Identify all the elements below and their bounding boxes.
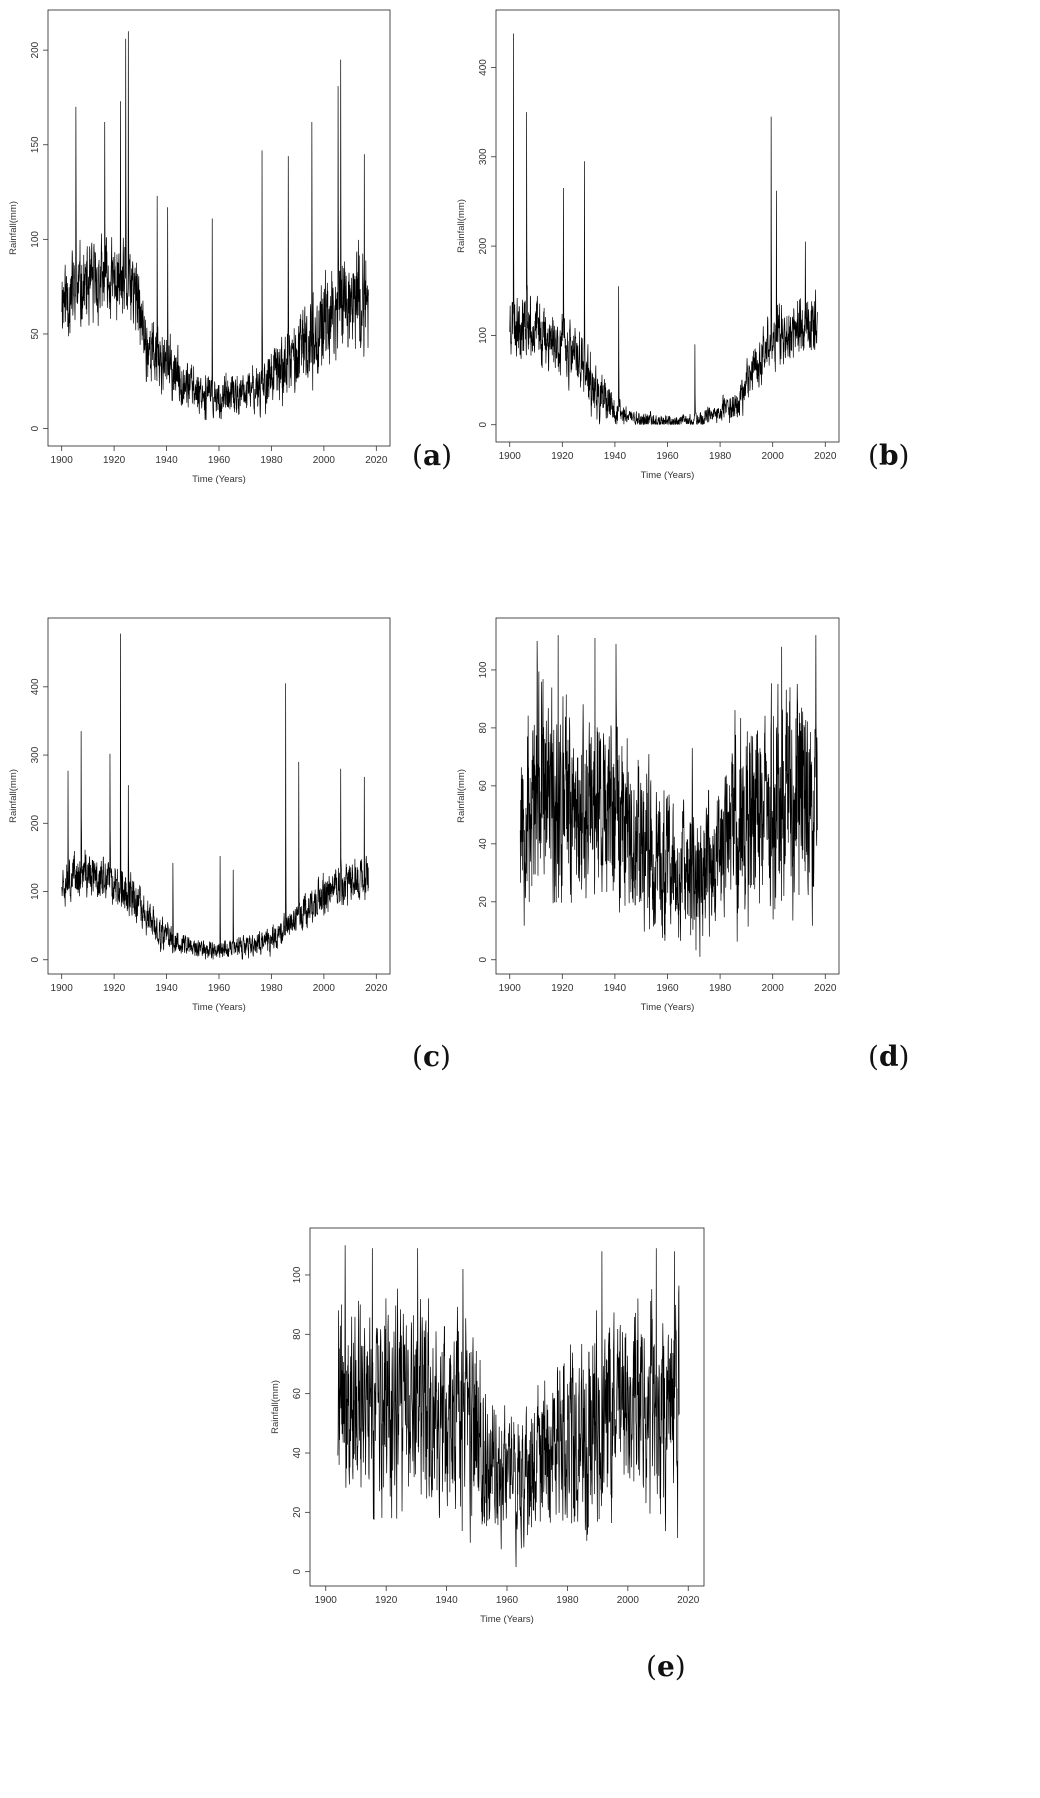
x-tick-label: 2020 <box>814 983 837 994</box>
x-tick-label: 1900 <box>499 451 522 462</box>
x-tick-label: 2000 <box>313 983 336 994</box>
y-tick-label: 200 <box>478 237 489 254</box>
y-tick-label: 0 <box>292 1568 303 1574</box>
x-axis-label: Time (Years) <box>192 1002 246 1013</box>
x-tick-label: 2000 <box>617 1595 640 1606</box>
panel-letter-a: (a) <box>412 439 452 472</box>
x-tick-label: 2000 <box>313 455 336 466</box>
y-axis-label: Rainfall(mm) <box>8 201 19 255</box>
y-tick-label: 0 <box>478 422 489 428</box>
y-tick-label: 50 <box>30 328 41 340</box>
panel-letter-d: (d) <box>868 1040 909 1073</box>
y-tick-label: 60 <box>292 1388 303 1400</box>
y-tick-label: 40 <box>292 1447 303 1459</box>
y-tick-label: 150 <box>30 136 41 153</box>
x-tick-label: 1980 <box>556 1595 579 1606</box>
x-tick-label: 1940 <box>155 983 178 994</box>
x-tick-label: 1920 <box>551 451 574 462</box>
x-tick-label: 1920 <box>375 1595 398 1606</box>
y-tick-label: 40 <box>478 838 489 850</box>
x-tick-label: 1920 <box>103 455 126 466</box>
y-tick-label: 300 <box>478 148 489 165</box>
x-tick-label: 1980 <box>260 983 283 994</box>
panel-letter-b: (b) <box>868 439 909 472</box>
panel-letter-e: (e) <box>646 1650 686 1683</box>
y-axis-label: Rainfall(mm) <box>8 769 19 823</box>
x-tick-label: 1940 <box>604 983 627 994</box>
series-line <box>337 1245 680 1568</box>
y-tick-label: 100 <box>478 661 489 678</box>
panel-letter-c: (c) <box>412 1040 451 1073</box>
x-tick-label: 1940 <box>435 1595 458 1606</box>
y-tick-label: 100 <box>478 327 489 344</box>
x-tick-label: 2020 <box>365 455 388 466</box>
y-tick-label: 200 <box>30 41 41 58</box>
x-tick-label: 1900 <box>499 983 522 994</box>
y-tick-label: 400 <box>478 59 489 76</box>
x-tick-label: 1900 <box>315 1595 338 1606</box>
x-tick-label: 1940 <box>155 455 178 466</box>
y-axis-label: Rainfall(mm) <box>456 769 467 823</box>
x-axis-label: Time (Years) <box>480 1614 534 1625</box>
y-tick-label: 80 <box>292 1328 303 1340</box>
y-tick-label: 200 <box>30 815 41 832</box>
series-line <box>61 633 369 960</box>
x-tick-label: 1920 <box>551 983 574 994</box>
x-tick-label: 2020 <box>814 451 837 462</box>
y-tick-label: 60 <box>478 780 489 792</box>
x-tick-label: 1960 <box>496 1595 519 1606</box>
y-axis-label: Rainfall(mm) <box>456 199 467 253</box>
y-tick-label: 0 <box>478 957 489 963</box>
x-tick-label: 1920 <box>103 983 126 994</box>
y-tick-label: 20 <box>478 896 489 908</box>
x-tick-label: 1960 <box>208 455 231 466</box>
series-line <box>61 31 369 421</box>
y-tick-label: 20 <box>292 1506 303 1518</box>
x-tick-label: 1960 <box>656 983 679 994</box>
y-tick-label: 0 <box>30 425 41 431</box>
x-tick-label: 1940 <box>604 451 627 462</box>
x-tick-label: 1980 <box>709 983 732 994</box>
y-axis-label: Rainfall(mm) <box>270 1380 281 1434</box>
x-tick-label: 2020 <box>365 983 388 994</box>
x-axis-label: Time (Years) <box>192 474 246 485</box>
x-axis-label: Time (Years) <box>641 1002 695 1013</box>
series-line <box>519 635 818 957</box>
y-tick-label: 400 <box>30 678 41 695</box>
x-axis-label: Time (Years) <box>641 470 695 481</box>
x-tick-label: 1900 <box>51 983 74 994</box>
y-tick-label: 100 <box>30 883 41 900</box>
y-tick-label: 300 <box>30 746 41 763</box>
x-tick-label: 2020 <box>677 1595 700 1606</box>
x-tick-label: 1900 <box>51 455 74 466</box>
y-tick-label: 80 <box>478 722 489 734</box>
x-tick-label: 1980 <box>260 455 283 466</box>
x-tick-label: 2000 <box>762 983 785 994</box>
y-tick-label: 0 <box>30 957 41 963</box>
x-tick-label: 1960 <box>656 451 679 462</box>
x-tick-label: 1980 <box>709 451 732 462</box>
x-tick-label: 2000 <box>762 451 785 462</box>
x-tick-label: 1960 <box>208 983 231 994</box>
y-tick-label: 100 <box>30 231 41 248</box>
series-line <box>509 33 818 426</box>
y-tick-label: 100 <box>292 1266 303 1283</box>
